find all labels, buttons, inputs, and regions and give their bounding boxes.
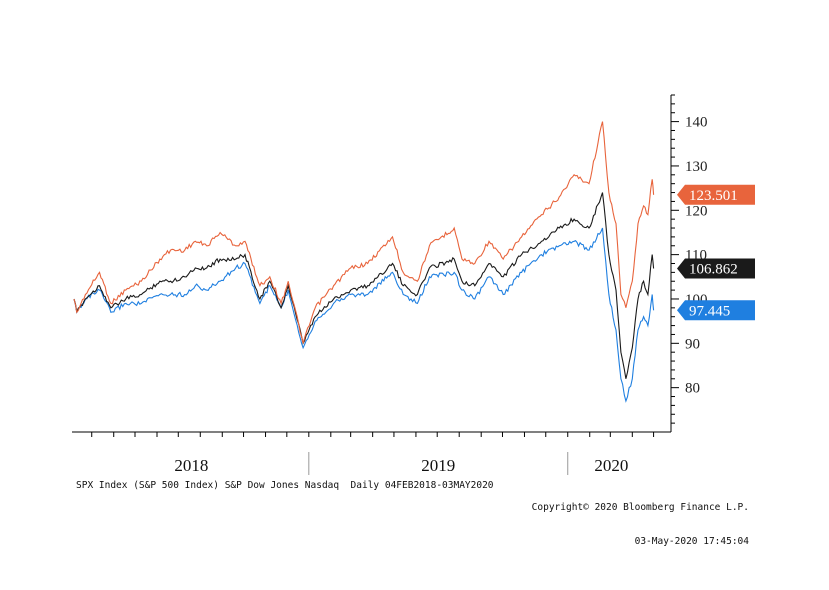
series-line-2 xyxy=(73,227,655,403)
footer-copyright-line: Copyright© 2020 Bloomberg Finance L.P. xyxy=(531,502,749,513)
value-tag-0 xyxy=(677,184,755,205)
x-ticks-layer: 2018 2019 2020 xyxy=(91,432,655,475)
year-label: 2019 xyxy=(421,456,455,475)
footer-source: SPX Index (S&P 500 Index) S&P Dow Jones … xyxy=(76,480,494,491)
year-label: 2020 xyxy=(594,456,628,475)
footer-timestamp: 03-May-2020 17:45:04 xyxy=(634,536,749,547)
series-line-0 xyxy=(73,121,655,344)
series-layer xyxy=(73,121,655,403)
axes-layer xyxy=(72,95,672,433)
y-tick-label: 140 xyxy=(685,115,708,131)
value-tag-1 xyxy=(677,258,755,279)
value-tag-label: 123.501 xyxy=(689,188,738,204)
y-tick-label: 90 xyxy=(685,336,700,352)
y-tick-label: 80 xyxy=(685,381,700,397)
value-tag-2 xyxy=(677,300,755,321)
value-tag-label: 97.445 xyxy=(689,303,730,319)
footer-copyright: Copyright© 2020 Bloomberg Finance L.P. 0… xyxy=(532,480,749,559)
y-tick-label: 130 xyxy=(685,159,708,175)
value-tag-label: 106.862 xyxy=(689,262,738,278)
year-label: 2018 xyxy=(174,456,208,475)
series-line-1 xyxy=(73,192,655,379)
y-tick-label: 120 xyxy=(685,203,708,219)
value-labels-layer: 123.501 106.862 97.445 xyxy=(677,184,755,321)
